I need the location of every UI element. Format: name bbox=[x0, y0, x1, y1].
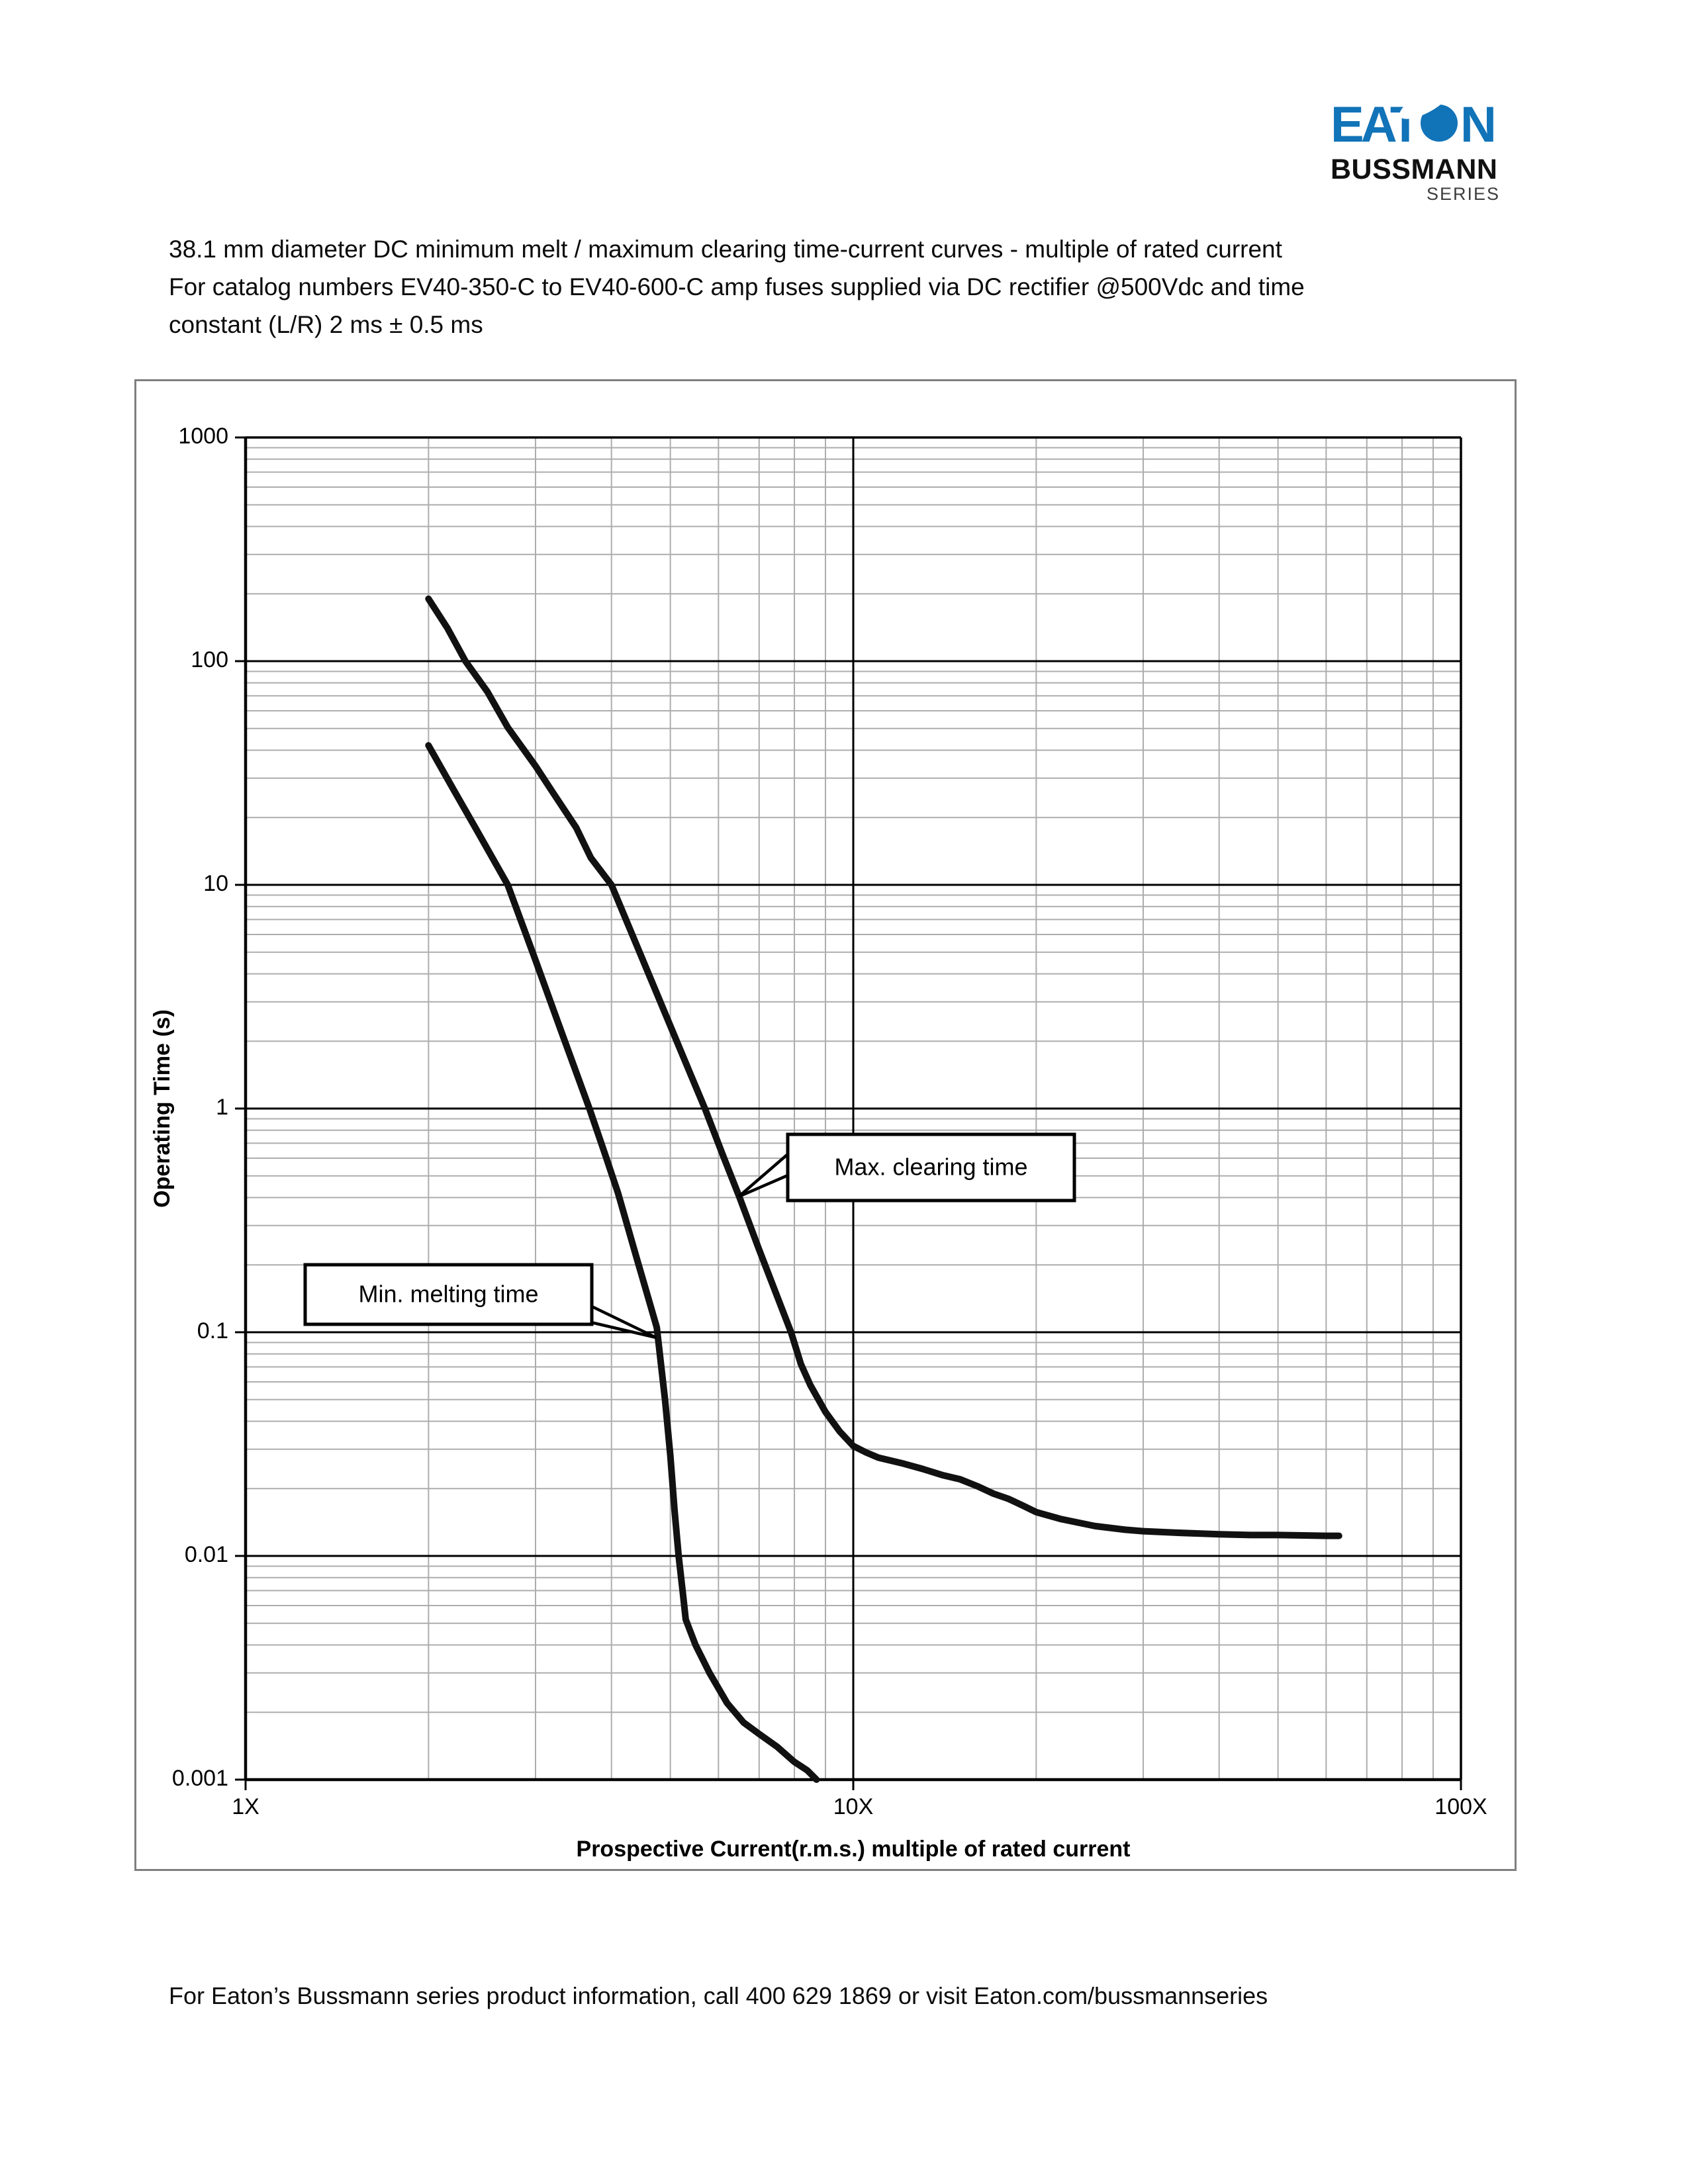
title-block: 38.1 mm diameter DC minimum melt / maxim… bbox=[169, 230, 1305, 343]
series-wordmark: SERIES bbox=[1426, 184, 1500, 204]
title-line-2: For catalog numbers EV40-350-C to EV40-6… bbox=[169, 273, 1305, 300]
y-axis-title: Operating Time (s) bbox=[150, 1009, 175, 1208]
curve-max-clearing bbox=[425, 595, 1342, 1539]
eaton-bussmann-logo: EAT N BUSSMANN SERIES bbox=[1331, 87, 1500, 204]
footer-text: For Eaton’s Bussmann series product info… bbox=[169, 1982, 1268, 2009]
callout-label: Max. clearing time bbox=[834, 1154, 1027, 1181]
y-tick-label: 0.1 bbox=[197, 1318, 228, 1343]
callout-box bbox=[786, 1132, 1076, 1203]
x-tick-label: 1X bbox=[232, 1794, 259, 1819]
chart-frame: 1000 100 10 1 0.1 0.01 0.001 1X 10X 100X Max. clea… bbox=[134, 379, 1517, 1871]
time-current-chart: 1000 100 10 1 0.1 0.01 0.001 1X 10X 100X Max. clea… bbox=[136, 381, 1515, 1872]
eaton-logo-text-right: N bbox=[1460, 98, 1493, 150]
y-tick-label: 0.001 bbox=[172, 1766, 228, 1791]
x-tick-label: 100X bbox=[1434, 1794, 1487, 1819]
x-axis-title: Prospective Current(r.m.s.) multiple of … bbox=[577, 1837, 1131, 1862]
callout-label: Min. melting time bbox=[358, 1281, 538, 1308]
x-tick-label: 10X bbox=[833, 1794, 874, 1819]
y-tick-label: 1 bbox=[216, 1095, 228, 1120]
bussmann-wordmark: BUSSMANN bbox=[1331, 154, 1498, 185]
y-tick-label: 0.01 bbox=[185, 1542, 228, 1567]
eaton-logo-icon: EAT N bbox=[1331, 87, 1497, 153]
y-tick-label: 10 bbox=[203, 871, 228, 896]
y-tick-label: 1000 bbox=[178, 424, 228, 449]
title-line-3: constant (L/R) 2 ms ± 0.5 ms bbox=[169, 311, 483, 338]
callout-box bbox=[303, 1263, 594, 1326]
title-line-1: 38.1 mm diameter DC minimum melt / maxim… bbox=[169, 236, 1282, 263]
curve-min-melting bbox=[425, 742, 820, 1783]
y-tick-label: 100 bbox=[191, 647, 228, 672]
